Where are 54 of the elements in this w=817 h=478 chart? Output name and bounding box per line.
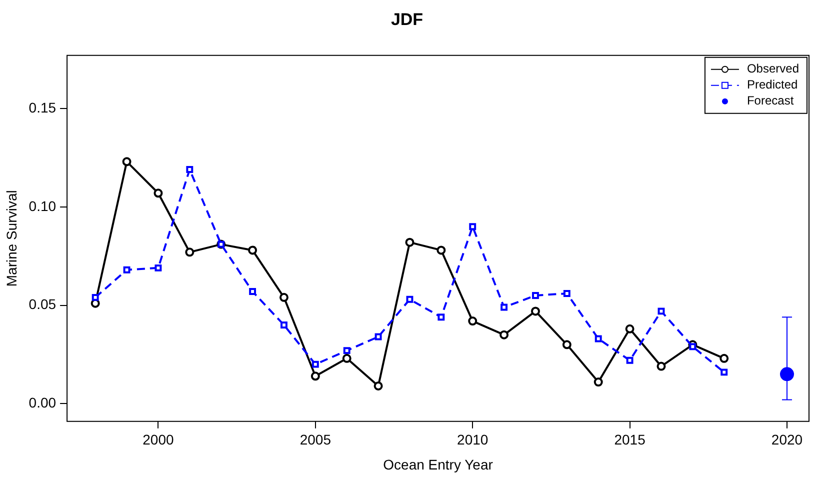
point [185,248,194,257]
y-tick-label: 0.00 [28,394,56,411]
point [249,288,256,296]
point [563,290,570,297]
point [154,188,163,198]
point [405,238,414,247]
point [374,333,382,340]
point [720,368,728,376]
point [186,166,194,174]
point [248,246,258,255]
point [406,296,414,303]
point [562,340,572,350]
point [279,292,288,302]
point [594,378,603,387]
point [436,246,446,255]
point [500,304,508,311]
point [626,356,634,364]
y-tick-label: 0.05 [28,296,56,312]
point [656,362,666,371]
y-tick-label: 0.15 [28,99,56,116]
point [343,347,350,354]
point [123,266,130,274]
chart-title: JDF [390,10,424,29]
point [92,294,99,301]
legend-label: Observed [746,62,800,76]
point [625,324,634,334]
point [468,316,478,326]
point [122,157,132,166]
point [342,354,352,363]
point [689,343,696,350]
point [530,306,540,316]
point [720,354,729,363]
x-tick-label: 2000 [142,432,174,448]
point [594,335,602,342]
point [469,223,476,230]
point [310,372,320,381]
point [780,367,794,382]
point [154,264,162,272]
point [532,292,539,299]
x-tick-label: 2005 [300,432,332,448]
y-axis-title: Marine Survival [3,190,20,287]
point [374,381,383,390]
point [438,314,445,321]
x-tick-label: 2020 [771,432,803,448]
point [658,308,665,315]
x-tick-label: 2015 [614,432,646,448]
legend-label: Predicted [746,78,798,92]
point [500,330,509,340]
x-tick-label: 2010 [457,432,488,448]
point [312,360,319,368]
x-axis-title: Ocean Entry Year [383,456,494,472]
y-tick-label: 0.10 [28,198,56,214]
legend-label: Forecast [746,94,794,108]
point [280,322,288,328]
